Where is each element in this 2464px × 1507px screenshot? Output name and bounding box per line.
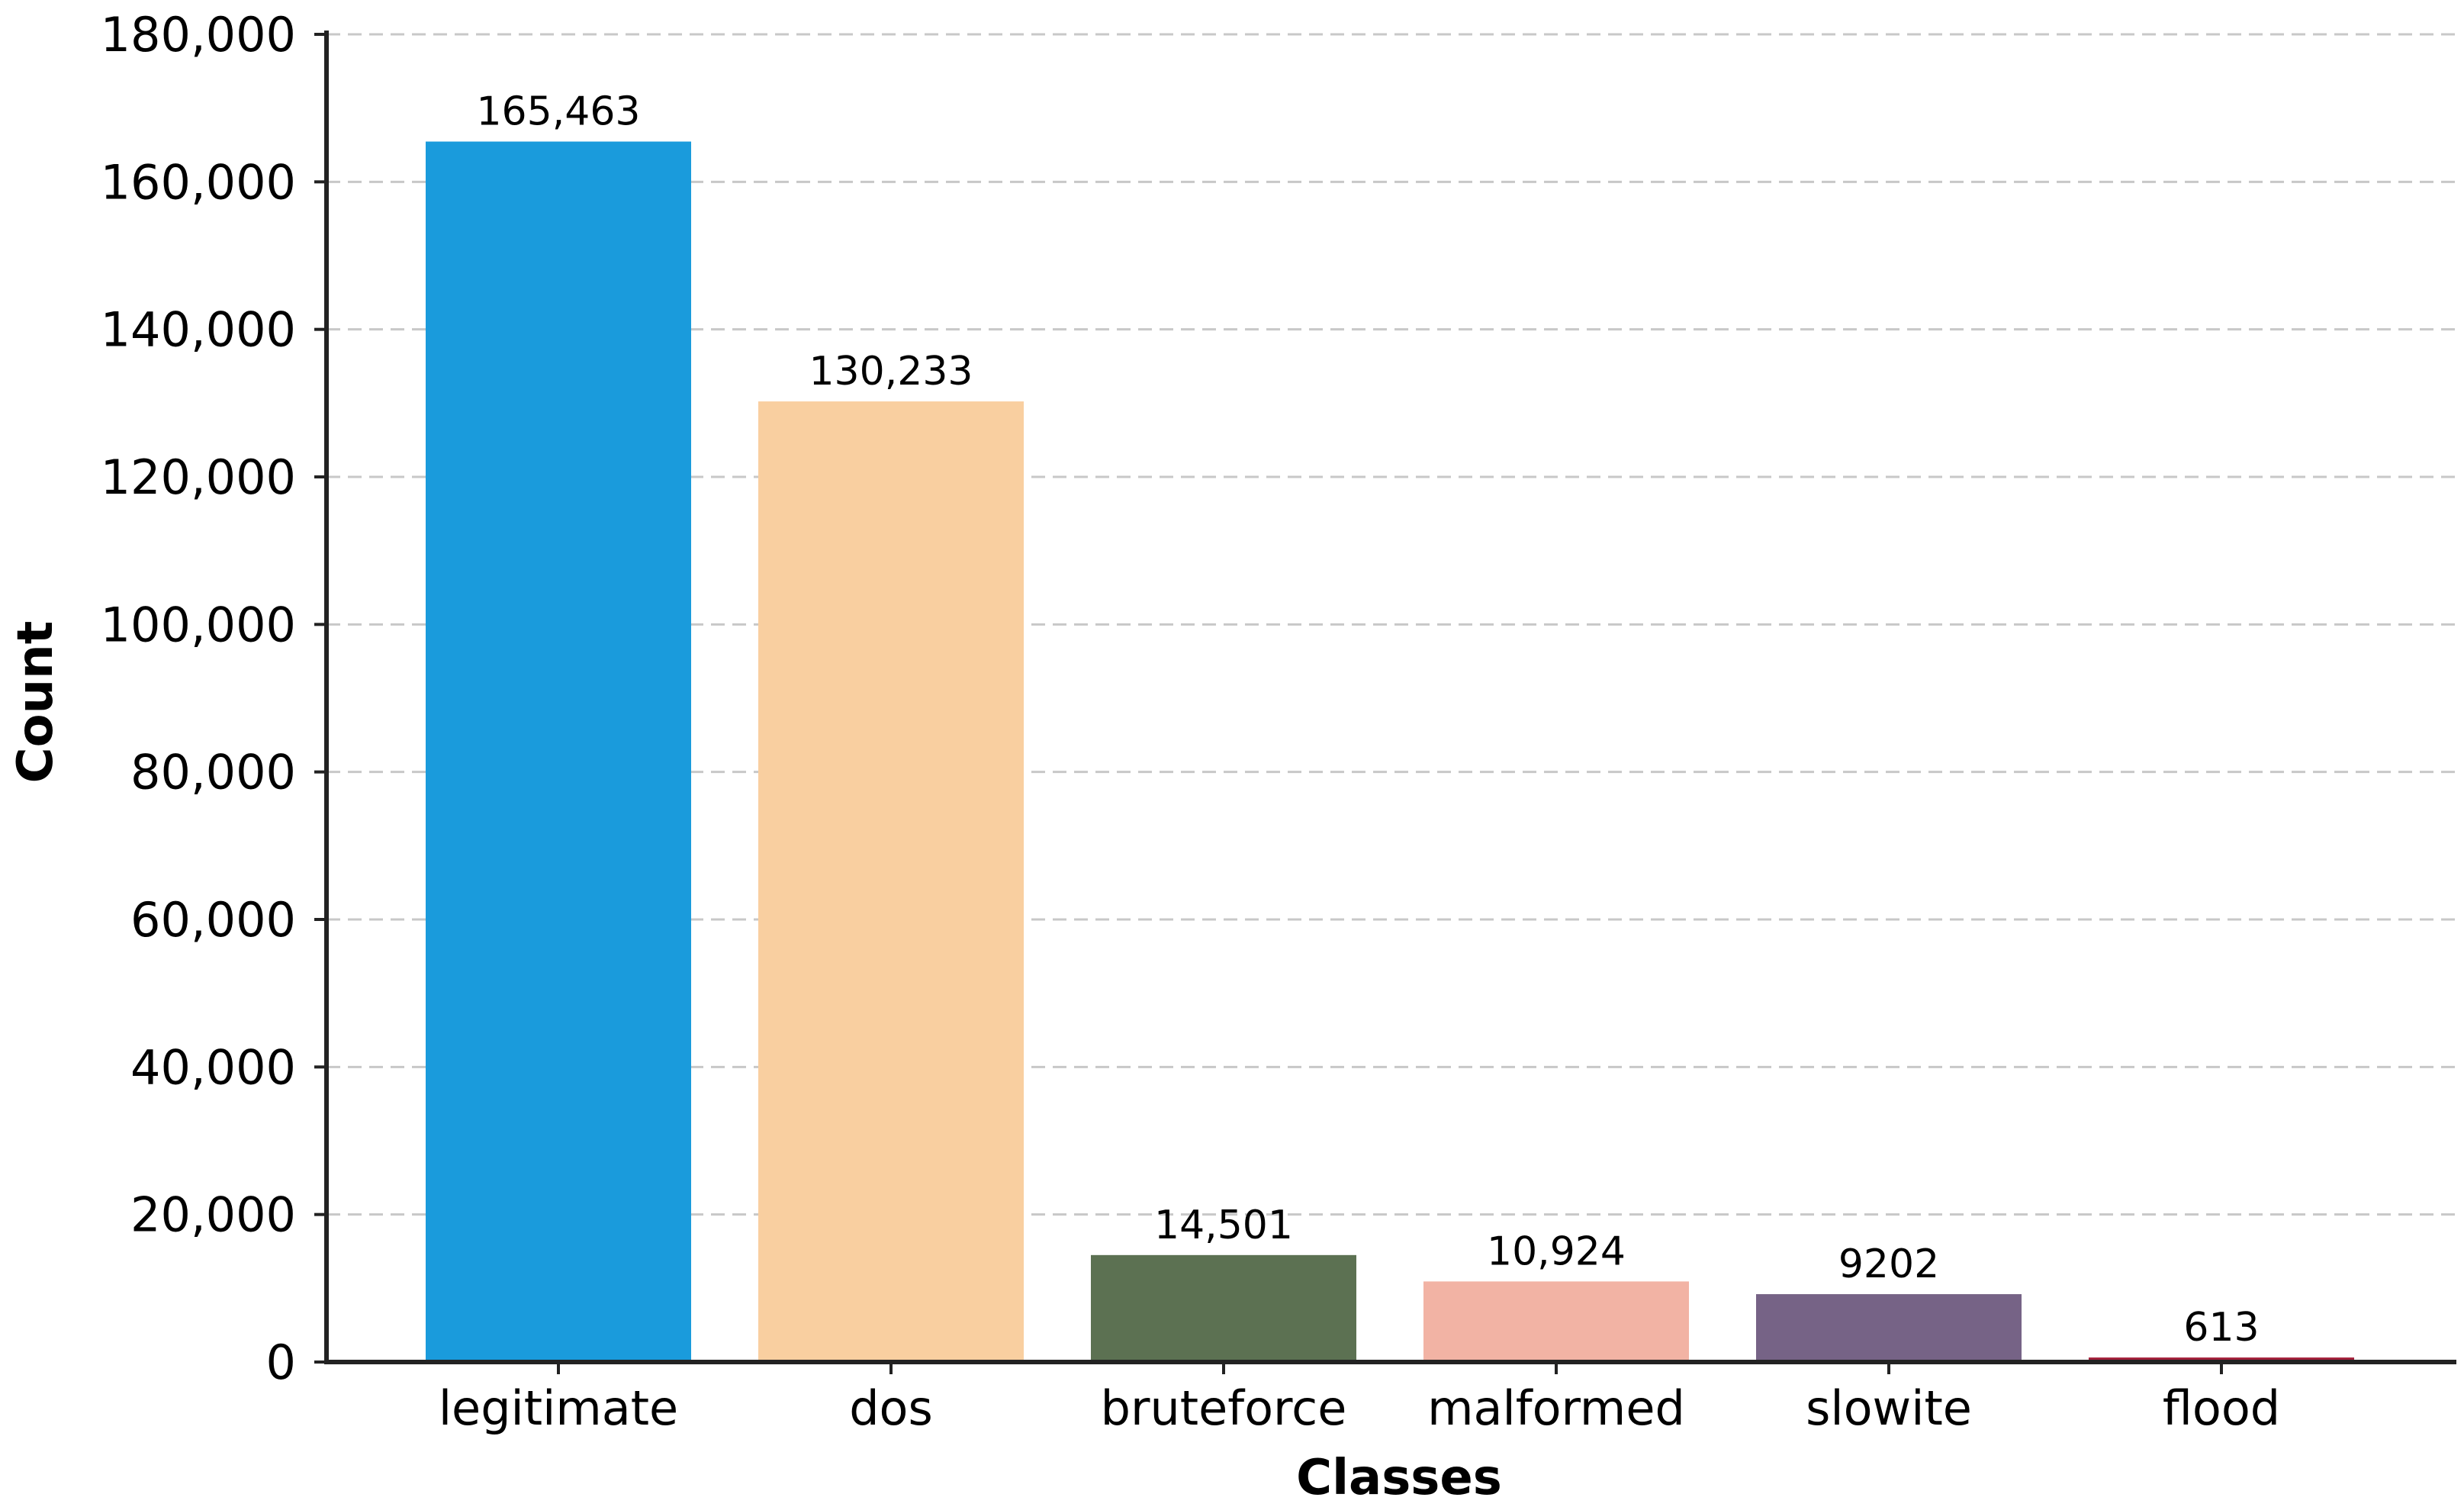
value-label-legitimate: 165,463	[476, 89, 640, 135]
y-tick-label: 160,000	[101, 154, 296, 210]
x-axis-title: Classes	[1296, 1450, 1502, 1506]
y-tick-label: 100,000	[101, 597, 296, 652]
value-label-bruteforce: 14,501	[1154, 1203, 1293, 1248]
axes	[324, 31, 2456, 1364]
value-labels: 165,463 130,233 14,501 10,924 9202 613	[476, 89, 2259, 1351]
x-ticks: legitimate dos bruteforce malformed slowite f…	[439, 1362, 2280, 1436]
value-label-slowite: 9202	[1838, 1241, 1939, 1287]
bar-slowite	[1756, 1294, 2022, 1362]
y-ticks: 0 20,000 40,000 60,000 80,000 100,000 120,000 1…	[101, 7, 326, 1390]
y-tick-label: 140,000	[101, 302, 296, 358]
x-tick-label-flood: flood	[2163, 1380, 2280, 1436]
y-tick-label: 180,000	[101, 7, 296, 63]
x-tick-label-bruteforce: bruteforce	[1101, 1380, 1347, 1436]
y-axis-title: Count	[8, 621, 64, 784]
y-tick-label: 60,000	[130, 892, 296, 948]
bar-malformed	[1423, 1281, 1689, 1362]
value-label-dos: 130,233	[809, 349, 973, 394]
y-tick-label: 0	[266, 1335, 296, 1390]
value-label-malformed: 10,924	[1487, 1228, 1626, 1274]
x-tick-label-legitimate: legitimate	[439, 1380, 678, 1436]
value-label-flood: 613	[2183, 1305, 2259, 1351]
x-tick-label-malformed: malformed	[1427, 1380, 1685, 1436]
bar-dos	[758, 401, 1024, 1362]
y-tick-label: 20,000	[130, 1187, 296, 1243]
y-tick-label: 40,000	[130, 1039, 296, 1095]
x-tick-label-dos: dos	[849, 1380, 933, 1436]
y-tick-label: 120,000	[101, 449, 296, 505]
bar-bruteforce	[1091, 1254, 1356, 1362]
bars	[426, 141, 2354, 1363]
bar-legitimate	[426, 141, 691, 1363]
y-tick-label: 80,000	[130, 745, 296, 800]
x-tick-label-slowite: slowite	[1806, 1380, 1972, 1436]
